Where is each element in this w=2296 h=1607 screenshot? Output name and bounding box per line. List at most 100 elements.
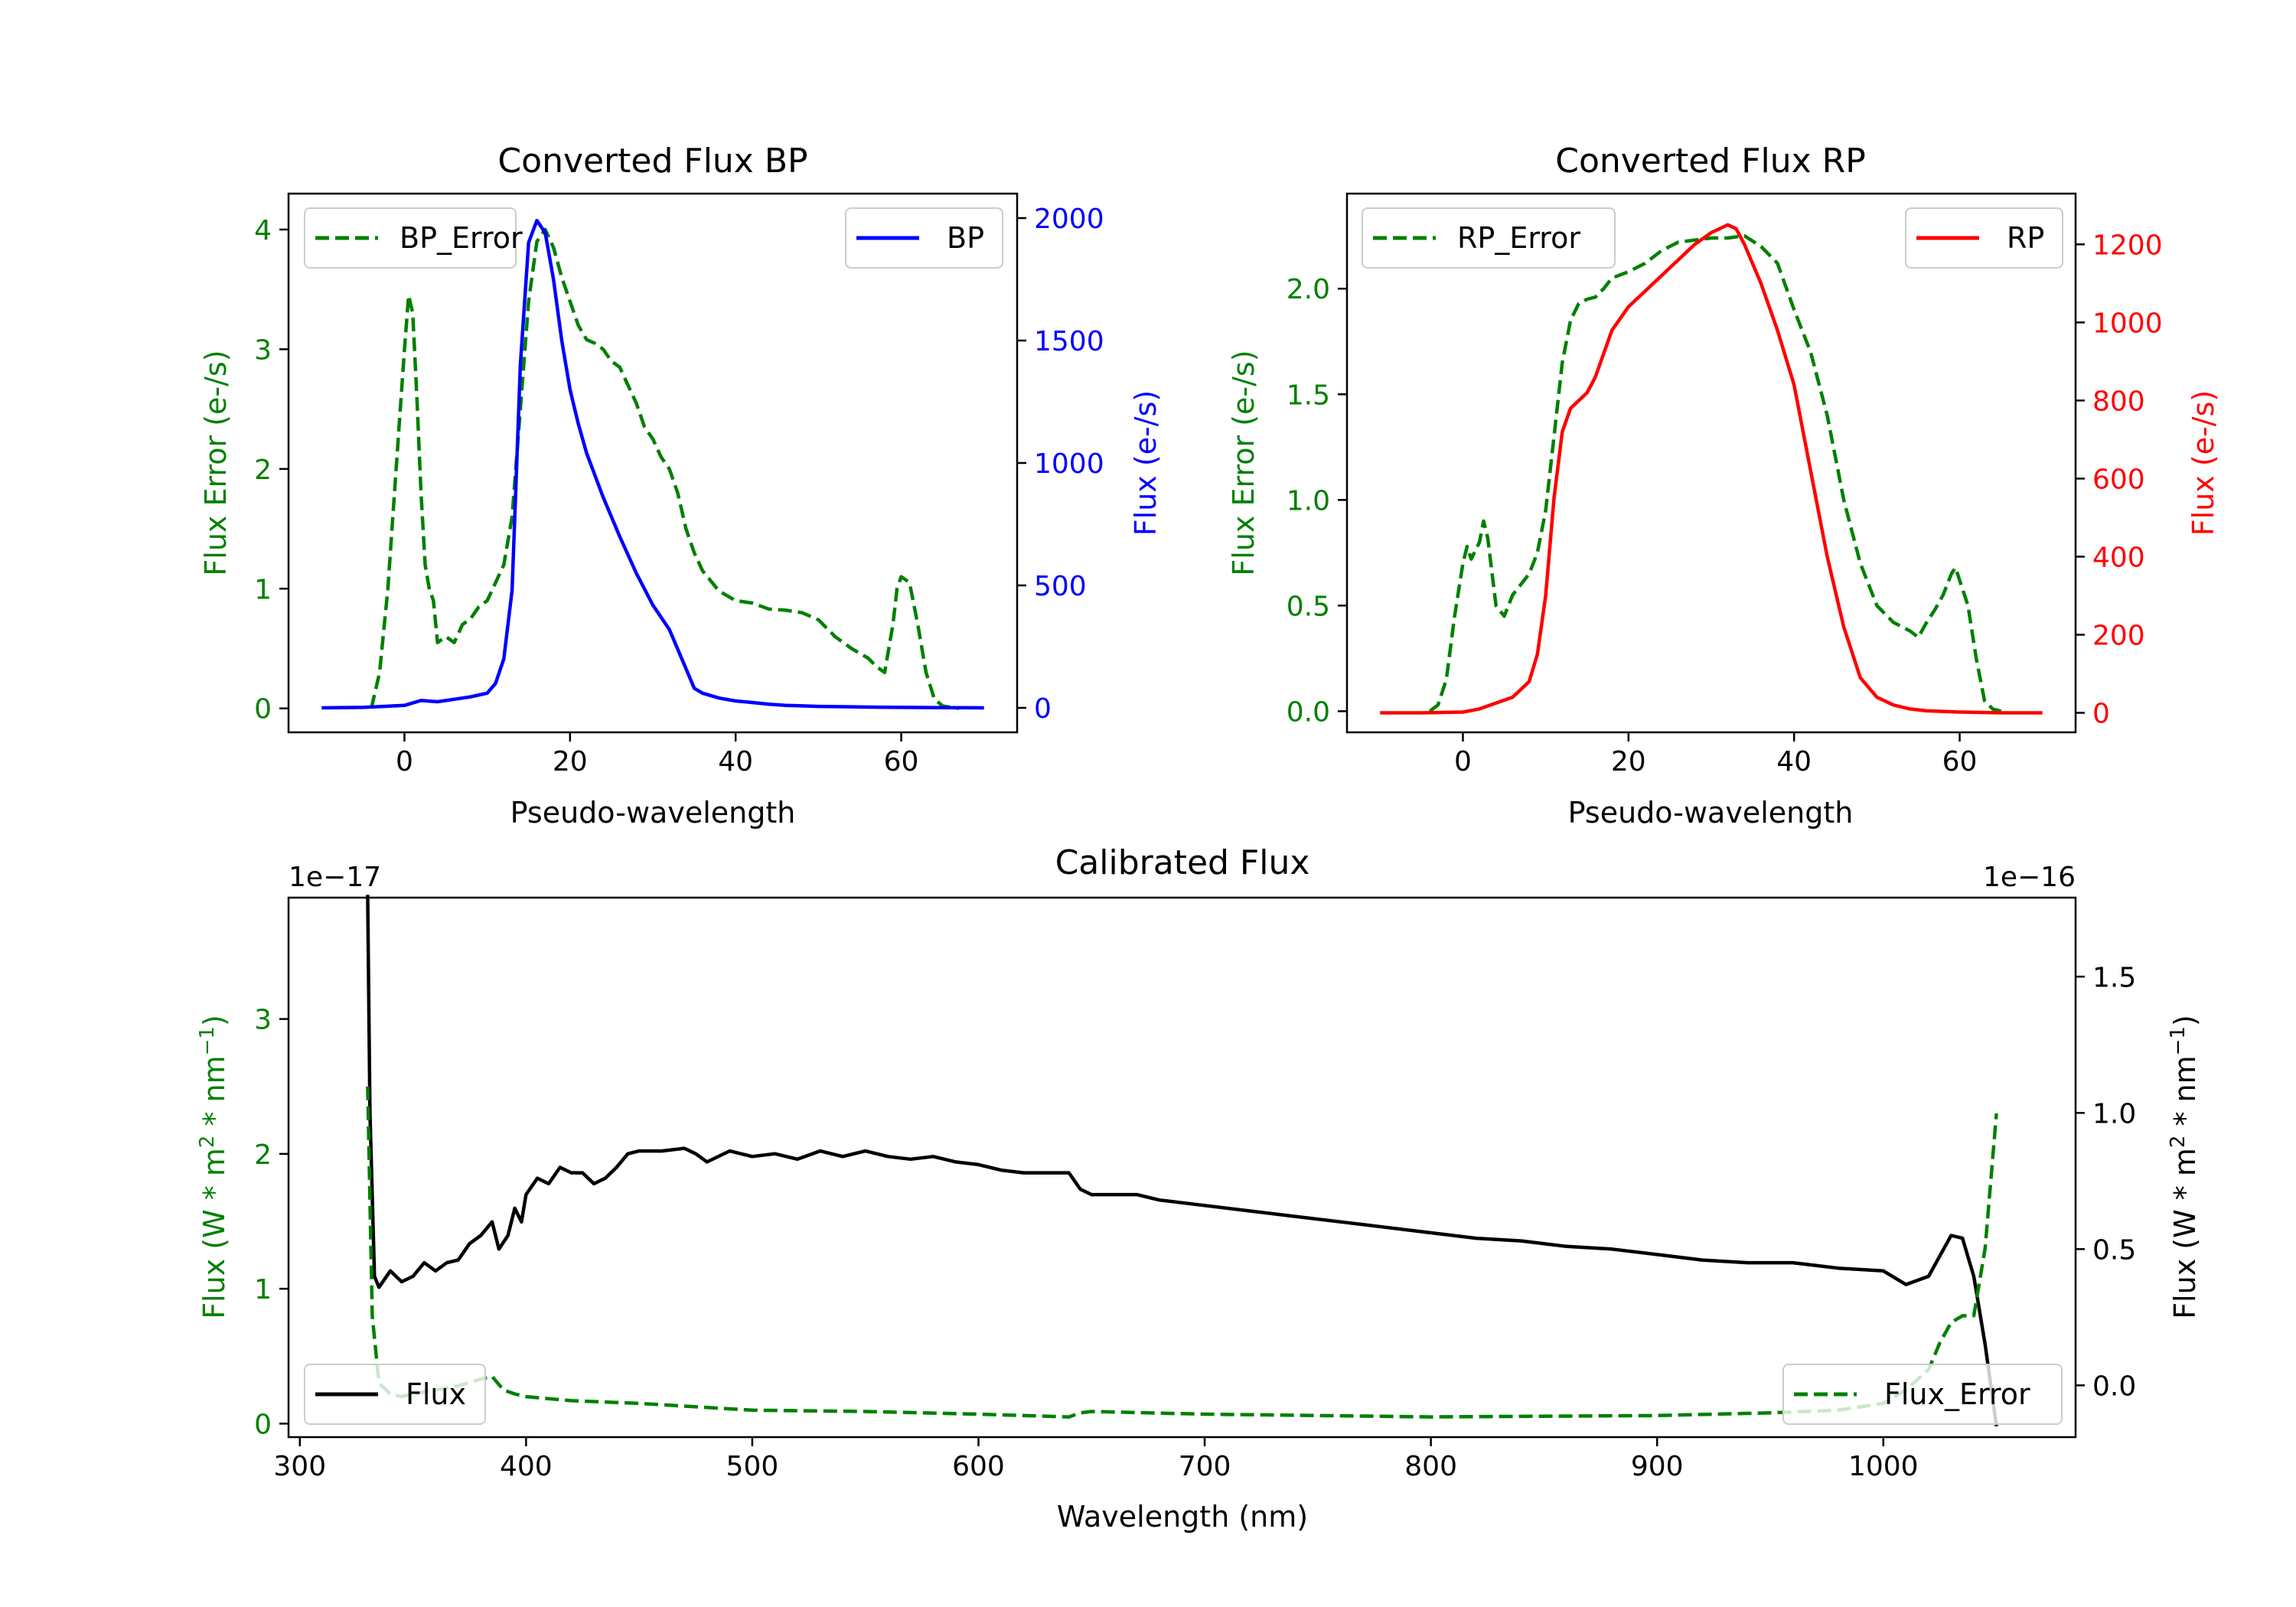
calibrated-x-tick-label: 600 bbox=[952, 1451, 1005, 1482]
rp-legend-right: RP bbox=[1905, 207, 2063, 269]
calibrated-left-offset: 1e−17 bbox=[289, 862, 381, 893]
calibrated-x-tick-label: 300 bbox=[273, 1451, 326, 1482]
rp-legend-left-box bbox=[1362, 207, 1616, 269]
rp-y-right-tick-label: 400 bbox=[2092, 542, 2145, 573]
calibrated-lines bbox=[366, 895, 1998, 1427]
calibrated-x-ticks: 300 400 500 600 700 800 900 1000 bbox=[273, 1437, 1919, 1482]
bp-y-left-label: Flux Error (e-/s) bbox=[199, 350, 233, 575]
bp-y-left-ticks: 0 1 2 3 4 bbox=[254, 215, 289, 725]
bp-legend-left: BP_Error bbox=[304, 207, 523, 269]
calibrated-legend-left-box bbox=[304, 1364, 486, 1425]
rp-y-left-label: Flux Error (e-/s) bbox=[1227, 350, 1261, 575]
bp-legend-right: BP bbox=[845, 207, 1003, 269]
calibrated-x-axis-label: Wavelength (nm) bbox=[1057, 1500, 1308, 1534]
rp-x-tick-label: 40 bbox=[1776, 746, 1812, 777]
rp-title: Converted Flux RP bbox=[1555, 142, 1866, 181]
calibrated-legend-right-label: Flux_Error bbox=[1884, 1377, 2030, 1411]
calibrated-right-offset: 1e−16 bbox=[1983, 862, 2076, 893]
rp-y-left-tick-label: 2.0 bbox=[1287, 274, 1330, 305]
bp-y-right-tick-label: 0 bbox=[1034, 693, 1052, 725]
calibrated-x-tick-label: 400 bbox=[500, 1451, 553, 1482]
calibrated-y-right-ticks: 0.0 0.5 1.0 1.5 bbox=[2076, 962, 2136, 1402]
rp-y-right-tick-label: 200 bbox=[2092, 620, 2145, 651]
bp-x-tick-label: 40 bbox=[718, 746, 753, 777]
calibrated-legend-right-box bbox=[1782, 1364, 2063, 1425]
bp-title: Converted Flux BP bbox=[497, 142, 807, 181]
calibrated-y-right-tick-label: 1.0 bbox=[2092, 1098, 2136, 1129]
bp-legend-right-label: BP bbox=[947, 221, 984, 255]
rp-y-left-ticks: 0.0 0.5 1.0 1.5 2.0 bbox=[1287, 274, 1347, 728]
bp-x-tick-label: 0 bbox=[396, 746, 413, 777]
bp-chart: Converted Flux BP 0 20 40 60 0 1 2 3 4 0 500 1000… bbox=[199, 142, 1163, 830]
rp-legend-right-box bbox=[1905, 207, 2063, 269]
rp-y-right-tick-label: 0 bbox=[2092, 698, 2110, 729]
bp-legend-left-box bbox=[304, 207, 517, 269]
bp-y-left-tick-label: 4 bbox=[254, 215, 272, 246]
bp-legend-right-box bbox=[845, 207, 1003, 269]
bp-x-axis-label: Pseudo-wavelength bbox=[510, 796, 796, 830]
calibrated-y-left-tick-label: 0 bbox=[254, 1409, 272, 1440]
bp-x-tick-label: 60 bbox=[884, 746, 919, 777]
calibrated-x-tick-label: 1000 bbox=[1848, 1451, 1919, 1482]
bp-y-right-label: Flux (e-/s) bbox=[1129, 390, 1163, 536]
rp-y-left-tick-label: 1.5 bbox=[1287, 380, 1330, 411]
rp-x-tick-label: 0 bbox=[1454, 746, 1472, 777]
calibrated-x-tick-label: 800 bbox=[1404, 1451, 1457, 1482]
calibrated-series-flux-error bbox=[366, 1086, 1998, 1419]
calibrated-y-left-ticks: 0 1 2 3 bbox=[254, 1005, 289, 1440]
bp-y-left-tick-label: 1 bbox=[254, 574, 272, 605]
rp-y-right-tick-label: 600 bbox=[2092, 464, 2145, 495]
rp-y-right-tick-label: 800 bbox=[2092, 386, 2145, 417]
rp-series-rp-error bbox=[1428, 233, 2002, 713]
calibrated-title: Calibrated Flux bbox=[1055, 843, 1310, 882]
bp-y-right-tick-label: 500 bbox=[1034, 571, 1087, 602]
bp-lines bbox=[321, 218, 984, 710]
bp-y-right-tick-label: 1500 bbox=[1034, 326, 1104, 357]
bp-legend-left-label: BP_Error bbox=[400, 221, 523, 255]
calibrated-axes-frame bbox=[287, 896, 2077, 1439]
rp-axes-frame bbox=[1345, 192, 2077, 734]
calibrated-x-tick-label: 700 bbox=[1179, 1451, 1231, 1482]
calibrated-x-tick-label: 900 bbox=[1631, 1451, 1684, 1482]
rp-y-right-ticks: 0 200 400 600 800 1000 1200 bbox=[2076, 230, 2163, 729]
bp-series-bp bbox=[321, 218, 984, 710]
calibrated-y-right-tick-label: 0.5 bbox=[2092, 1234, 2136, 1266]
rp-legend-left: RP_Error bbox=[1362, 207, 1616, 269]
calibrated-y-right-tick-label: 0.0 bbox=[2092, 1371, 2136, 1402]
bp-x-tick-label: 20 bbox=[553, 746, 588, 777]
rp-x-axis-label: Pseudo-wavelength bbox=[1568, 796, 1854, 830]
calibrated-legend-left: Flux bbox=[304, 1364, 486, 1425]
bp-series-bp-error bbox=[370, 227, 960, 710]
calibrated-y-left-label: Flux (W * m2 * nm−1) bbox=[196, 1015, 231, 1319]
rp-legend-left-label: RP_Error bbox=[1457, 221, 1580, 255]
calibrated-legend-right: Flux_Error bbox=[1782, 1364, 2063, 1425]
calibrated-y-left-tick-label: 1 bbox=[254, 1274, 272, 1305]
rp-y-right-tick-label: 1200 bbox=[2092, 230, 2163, 261]
calibrated-y-right-tick-label: 1.5 bbox=[2092, 962, 2136, 993]
calibrated-series-flux bbox=[366, 895, 1998, 1427]
calibrated-y-left-tick-label: 3 bbox=[254, 1005, 272, 1036]
rp-y-left-tick-label: 1.0 bbox=[1287, 485, 1330, 517]
rp-y-right-tick-label: 1000 bbox=[2092, 308, 2163, 339]
bp-y-right-tick-label: 2000 bbox=[1034, 204, 1104, 235]
bp-y-left-tick-label: 0 bbox=[254, 694, 272, 725]
bp-y-right-tick-label: 1000 bbox=[1034, 448, 1104, 480]
calibrated-legend-left-label: Flux bbox=[406, 1377, 466, 1411]
rp-series-rp bbox=[1380, 223, 2043, 715]
bp-y-left-tick-label: 2 bbox=[254, 455, 272, 486]
rp-x-tick-label: 60 bbox=[1942, 746, 1978, 777]
bp-y-right-ticks: 0 500 1000 1500 2000 bbox=[1017, 204, 1104, 725]
bp-x-ticks: 0 20 40 60 bbox=[396, 732, 918, 777]
rp-x-tick-label: 20 bbox=[1611, 746, 1646, 777]
rp-y-right-label: Flux (e-/s) bbox=[2187, 390, 2220, 536]
rp-x-ticks: 0 20 40 60 bbox=[1454, 732, 1977, 777]
calibrated-y-left-tick-label: 2 bbox=[254, 1139, 272, 1171]
calibrated-chart: Calibrated Flux 1e−17 1e−16 300 400 500 600… bbox=[196, 843, 2202, 1534]
rp-y-left-tick-label: 0.5 bbox=[1287, 591, 1330, 622]
calibrated-x-tick-label: 500 bbox=[726, 1451, 779, 1482]
rp-legend-right-label: RP bbox=[2007, 221, 2044, 255]
rp-chart: Converted Flux RP 0 20 40 60 0.0 0.5 1.0 1.5 2.… bbox=[1227, 142, 2220, 830]
rp-lines bbox=[1380, 223, 2043, 715]
rp-y-left-tick-label: 0.0 bbox=[1287, 696, 1330, 728]
